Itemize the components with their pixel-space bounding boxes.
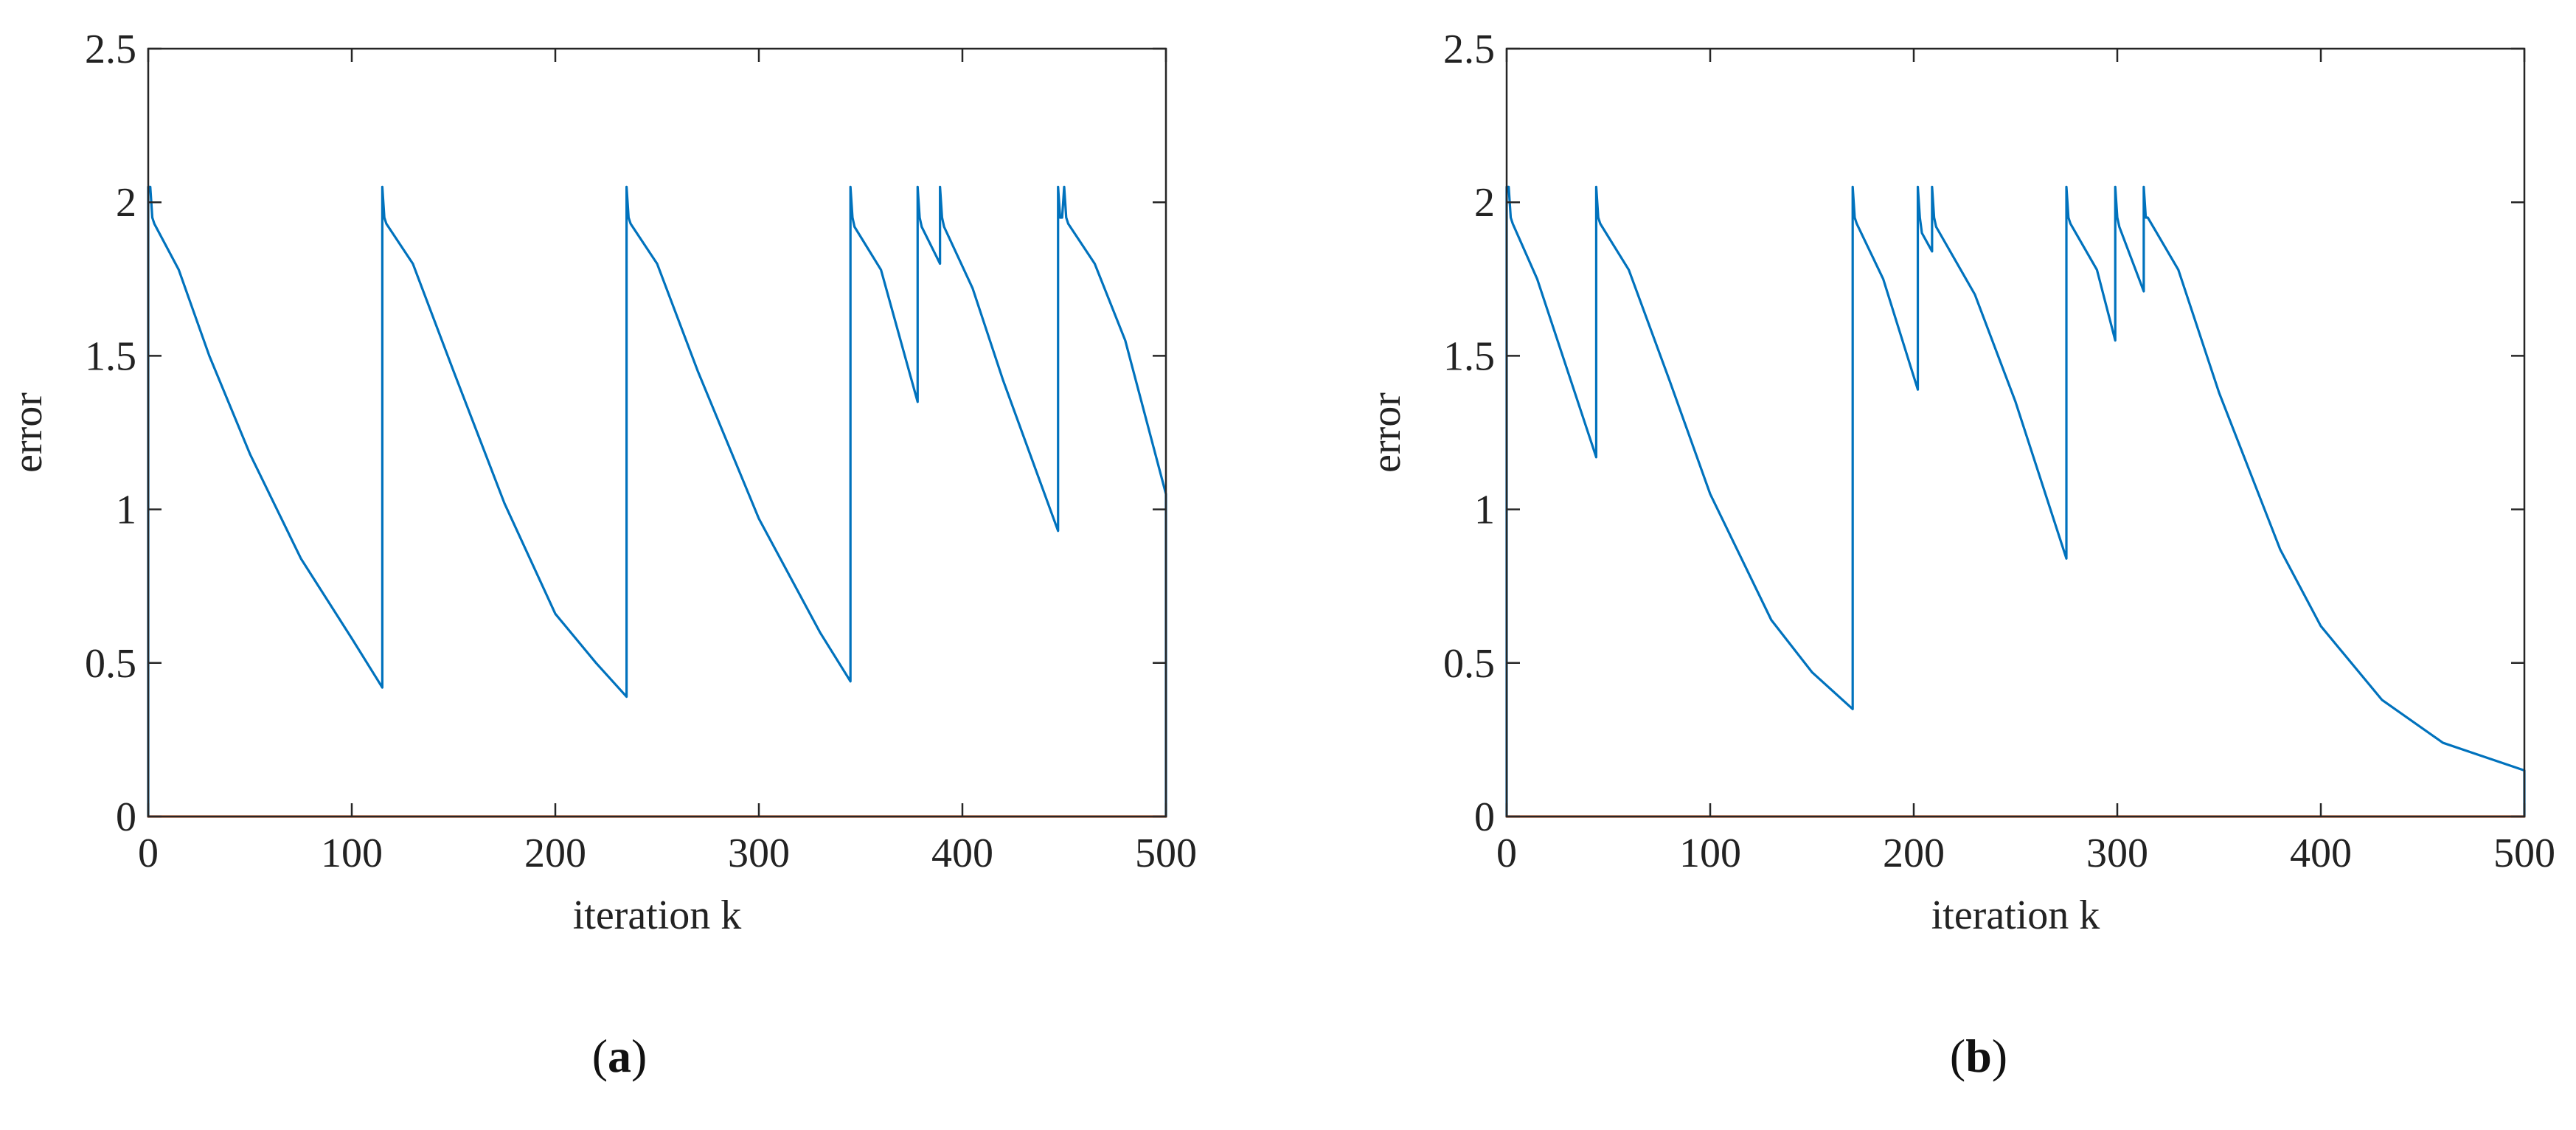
y-tick-label: 2.5 <box>1443 27 1495 72</box>
series-line-error <box>147 185 1167 818</box>
x-tick-label: 300 <box>2086 831 2148 876</box>
x-tick-label: 200 <box>524 831 586 876</box>
x-tick-label: 300 <box>728 831 790 876</box>
x-axis-label: iteration k <box>1931 892 2100 938</box>
series-line-error <box>1505 185 2526 818</box>
x-tick-label: 500 <box>2493 831 2555 876</box>
x-tick-label: 400 <box>2290 831 2352 876</box>
y-tick-label: 1.5 <box>1443 333 1495 379</box>
panel-label: (a) <box>592 1030 648 1082</box>
y-tick-label: 1 <box>1474 488 1495 533</box>
panel-label-letter: b <box>1965 1030 1992 1082</box>
plot-area <box>148 49 1166 817</box>
panel-label-open: ( <box>592 1030 608 1082</box>
x-tick-label: 0 <box>1496 831 1517 876</box>
x-axis-label: iteration k <box>573 892 742 938</box>
panel-label-open: ( <box>1950 1030 1965 1082</box>
chart-panel-b: 0 100 200 300 400 500 0 0.5 1 1.5 2 2.5 iteration k… <box>1364 27 2555 1082</box>
axes-frame <box>147 47 1167 818</box>
chart-panel-a: 0 100 200 300 400 500 0 0.5 1 1.5 2 2.5 iteration k… <box>5 27 1197 1082</box>
ticks-layer: 0 100 200 300 400 500 0 0.5 1 1.5 2 2.5 <box>85 27 1197 876</box>
ticks-layer: 0 100 200 300 400 500 0 0.5 1 1.5 2 2.5 <box>1443 27 2555 876</box>
y-tick-label: 0.5 <box>1443 641 1495 687</box>
x-tick-label: 200 <box>1883 831 1945 876</box>
panel-label: (b) <box>1950 1030 2007 1082</box>
panel-label-letter: a <box>608 1030 631 1082</box>
x-tick-label: 0 <box>138 831 159 876</box>
y-tick-label: 0 <box>1474 794 1495 840</box>
y-tick-label: 2 <box>116 180 136 226</box>
y-tick-label: 0.5 <box>85 641 136 687</box>
y-tick-label: 0 <box>116 794 136 840</box>
x-tick-label: 400 <box>931 831 993 876</box>
y-tick-label: 1 <box>116 488 136 533</box>
y-tick-label: 2 <box>1474 180 1495 226</box>
x-tick-label: 100 <box>1679 831 1741 876</box>
x-tick-label: 100 <box>321 831 383 876</box>
x-tick-label: 500 <box>1135 831 1197 876</box>
y-tick-label: 1.5 <box>85 333 136 379</box>
y-axis-label: error <box>1364 392 1409 473</box>
y-axis-label: error <box>5 392 51 473</box>
panel-label-close: ) <box>631 1030 647 1082</box>
y-tick-label: 2.5 <box>85 27 136 72</box>
panel-label-close: ) <box>1992 1030 2007 1082</box>
plot-area <box>1507 49 2524 817</box>
axes-frame <box>1505 47 2526 818</box>
